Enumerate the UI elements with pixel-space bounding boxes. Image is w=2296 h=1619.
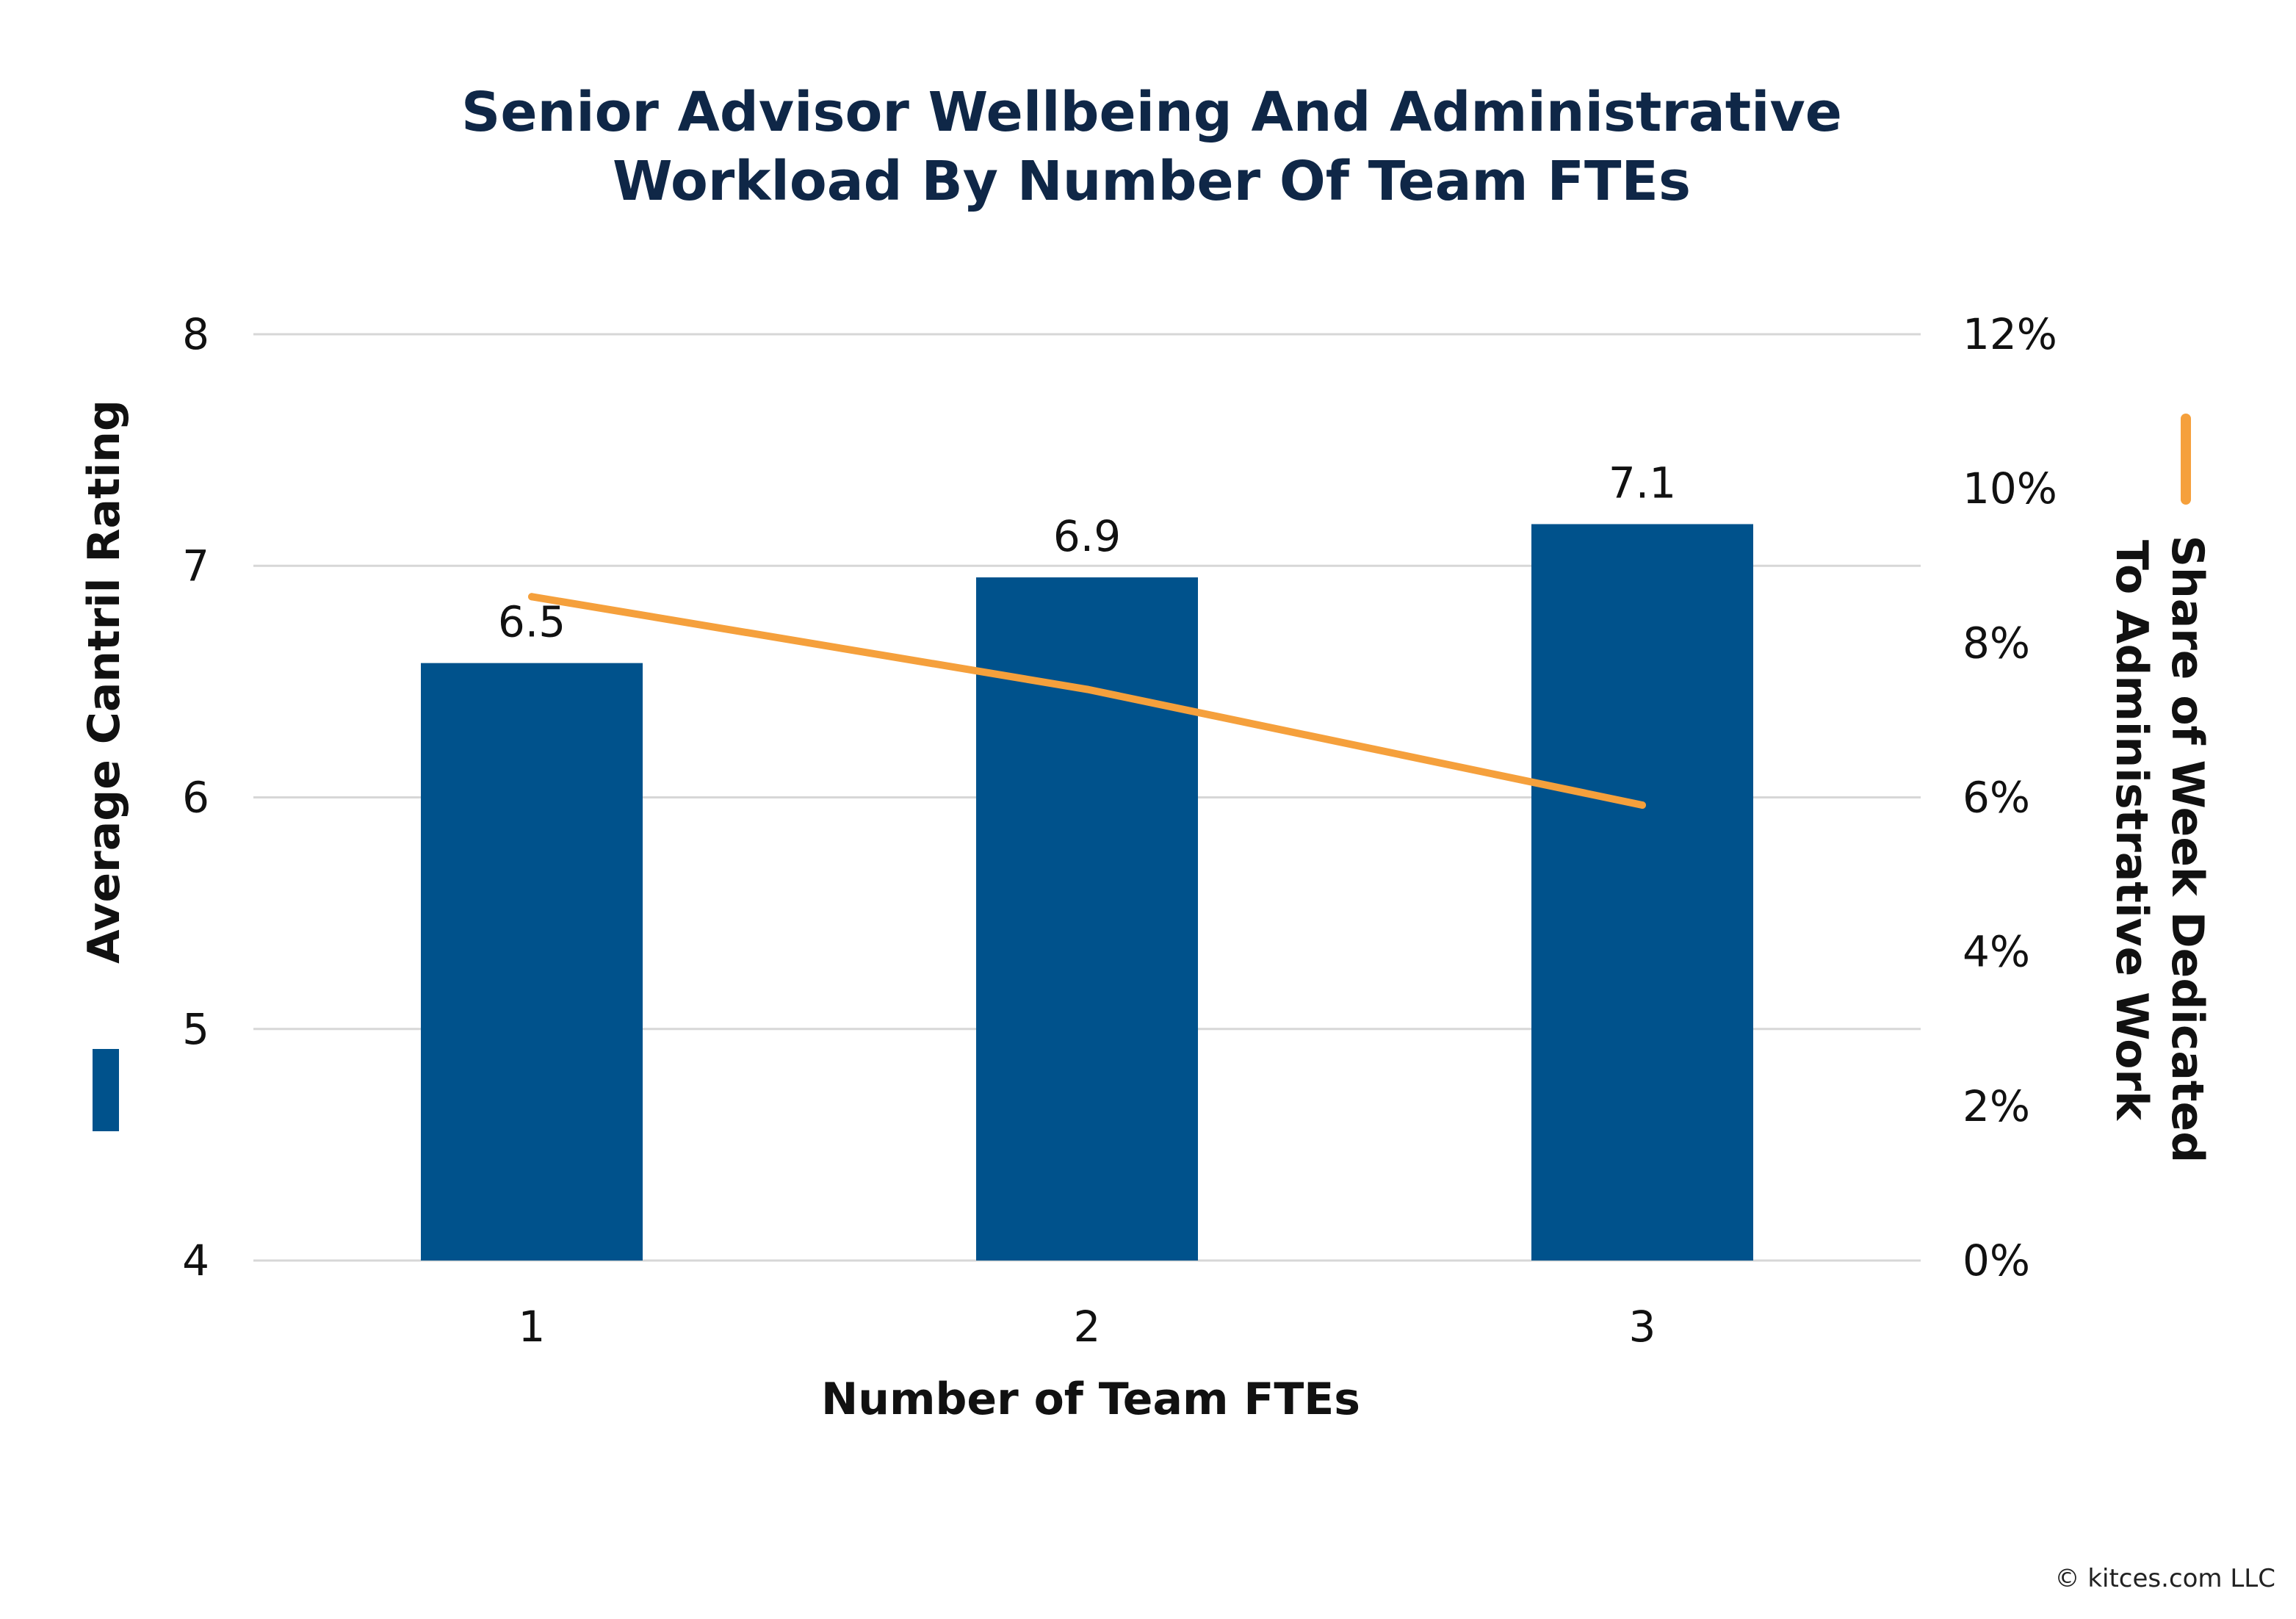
x-axis-ticks: 1 2 3 (519, 1302, 1656, 1352)
line-series (528, 593, 1646, 810)
chart-title-line-2: Workload By Number Of Team FTEs (613, 150, 1691, 213)
line-point (528, 593, 535, 601)
left-axis-tick-label: 5 (182, 1004, 209, 1054)
bar-legend-swatch (93, 1049, 119, 1131)
bar (1531, 524, 1753, 1261)
left-axis-tick-label: 8 (182, 309, 209, 359)
right-axis-tick-label: 2% (1963, 1081, 2030, 1131)
x-axis-title: Number of Team FTEs (821, 1374, 1360, 1425)
right-axis-tick-label: 12% (1963, 309, 2057, 359)
bar-series (421, 524, 1753, 1261)
right-axis-title-line-1: Share of Week Dedicated (2162, 536, 2213, 1163)
right-axis-title-line-2: To Administrative Work (2106, 540, 2157, 1122)
bar-value-label: 7.1 (1609, 458, 1676, 508)
bar-value-label: 6.9 (1053, 511, 1121, 561)
copyright-credit: © kitces.com LLC (2055, 1564, 2275, 1593)
left-axis-title: Average Cantril Rating (79, 400, 130, 964)
left-axis-tick-label: 6 (182, 773, 209, 823)
right-axis-tick-label: 0% (1963, 1236, 2030, 1286)
right-axis-ticks: 0% 2% 4% 6% 8% 10% 12% (1963, 309, 2057, 1286)
x-axis-tick-label: 1 (519, 1302, 546, 1352)
x-axis-tick-label: 2 (1074, 1302, 1101, 1352)
left-axis-tick-label: 4 (182, 1236, 209, 1286)
right-axis-tick-label: 8% (1963, 618, 2030, 668)
right-axis-tick-label: 6% (1963, 773, 2030, 823)
chart-title-line-1: Senior Advisor Wellbeing And Administrat… (461, 81, 1842, 144)
right-axis-tick-label: 10% (1963, 464, 2057, 513)
bar (421, 663, 643, 1261)
x-axis-tick-label: 3 (1629, 1302, 1656, 1352)
bar-value-label: 6.5 (498, 597, 566, 647)
line-point (1083, 685, 1091, 693)
right-axis-tick-label: 4% (1963, 927, 2030, 977)
left-axis-ticks: 4 5 6 7 8 (182, 309, 209, 1286)
line-point (1639, 801, 1646, 810)
data-labels: 6.5 6.9 7.1 (498, 458, 1676, 647)
left-axis-tick-label: 7 (182, 541, 209, 591)
